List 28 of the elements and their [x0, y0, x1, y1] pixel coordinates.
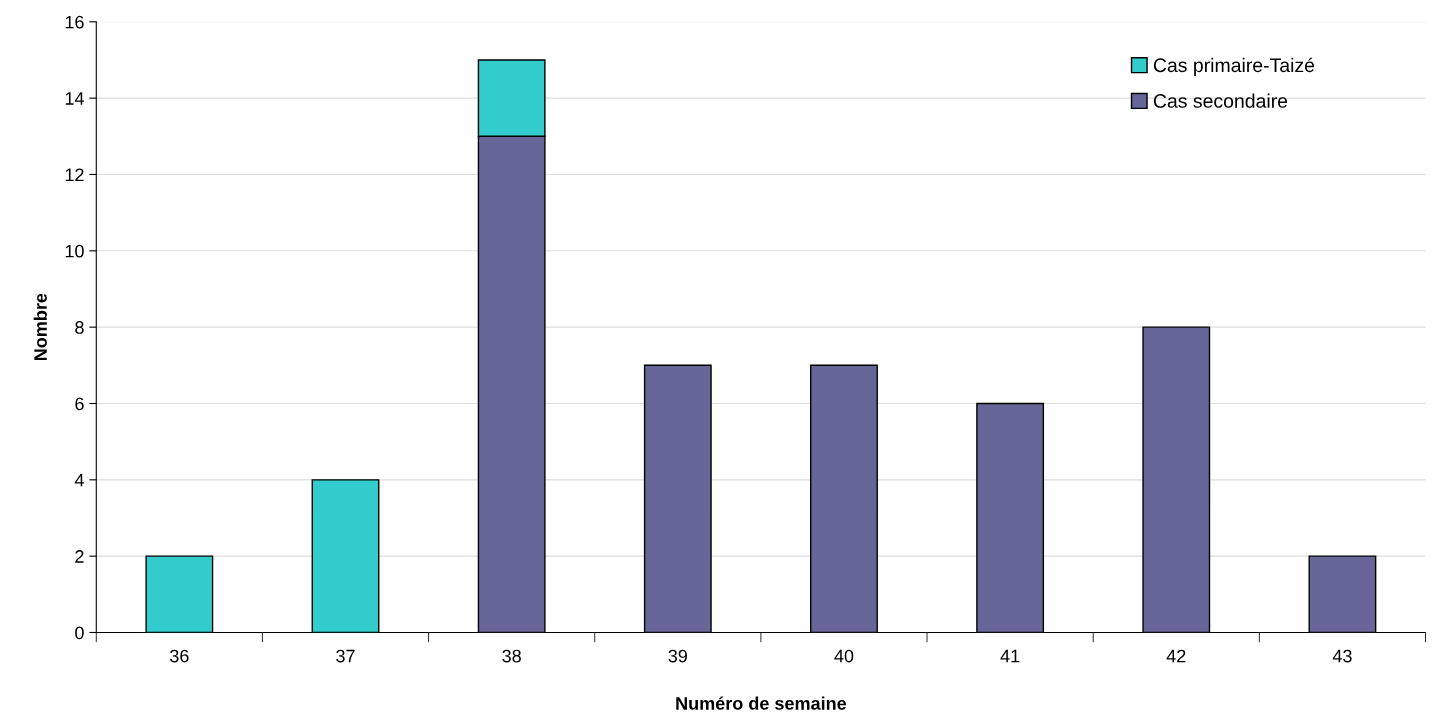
x-tick-label: 43	[1332, 649, 1352, 663]
y-tick-label: 0	[75, 626, 84, 640]
x-tick-label: 41	[1000, 649, 1020, 663]
y-tick-label: 4	[74, 473, 84, 487]
x-tick-label: 39	[668, 649, 687, 663]
y-tick-label: 8	[75, 321, 84, 334]
y-axis-title: Nombre	[33, 293, 47, 361]
legend-label: Cas primaire-Taizé	[1153, 57, 1315, 76]
bar	[311, 479, 380, 633]
y-tick-label: 16	[65, 15, 84, 29]
legend-label: Cas secondaire	[1153, 93, 1288, 108]
bar	[643, 364, 712, 633]
y-tick-label: 6	[75, 397, 84, 411]
bar	[976, 402, 1045, 633]
x-tick-label: 42	[1166, 649, 1186, 663]
y-tick-label: 10	[65, 244, 84, 258]
y-tick-label: 14	[65, 92, 84, 105]
y-tick-label: 12	[65, 168, 84, 182]
bar	[810, 364, 878, 633]
bar	[1142, 326, 1211, 633]
bar	[145, 555, 214, 633]
x-tick-label: 40	[834, 649, 854, 663]
x-tick-label: 37	[336, 649, 355, 663]
x-axis-title: Numéro de semaine	[676, 696, 847, 710]
x-tick-label: 36	[170, 649, 189, 663]
x-tick-label: 38	[502, 649, 521, 663]
y-tick-label: 2	[75, 550, 84, 563]
bar	[1308, 555, 1377, 633]
